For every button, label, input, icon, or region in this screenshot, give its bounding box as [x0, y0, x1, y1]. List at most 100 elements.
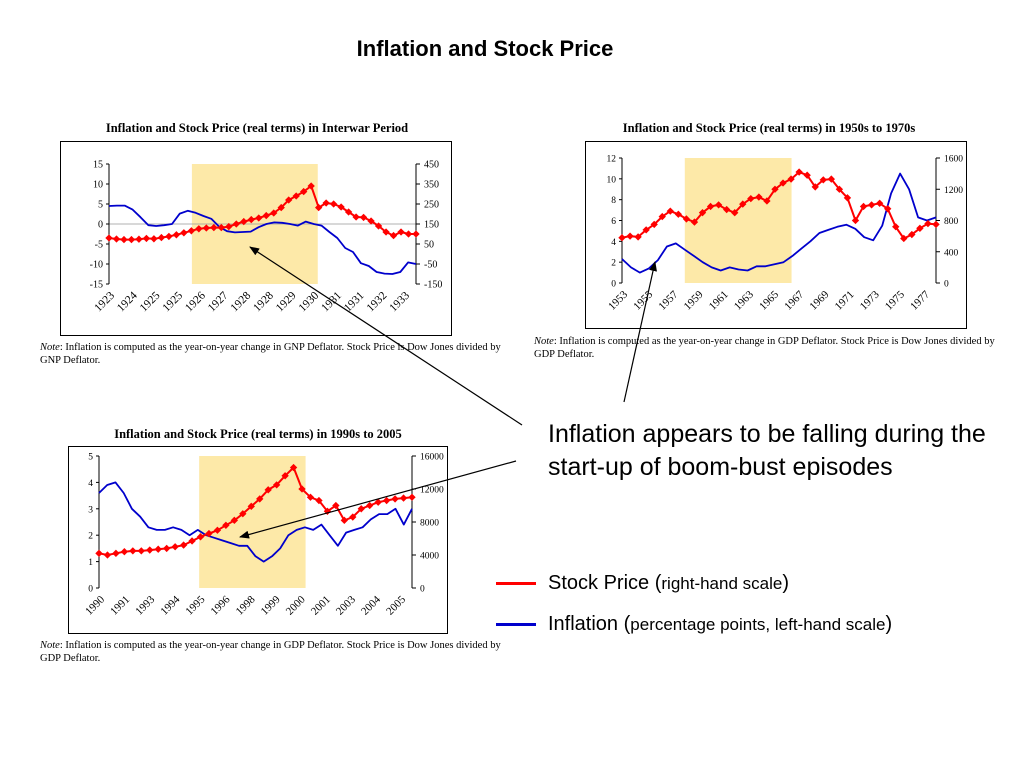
right-tick-label: 450 — [424, 160, 439, 171]
left-tick-label: 3 — [88, 505, 93, 515]
chart-2-note-text: : Inflation is computed as the year-on-y… — [534, 336, 995, 360]
stock-price-point — [408, 493, 416, 501]
x-tick-label: 1957 — [656, 288, 680, 312]
legend-inflation: Inflation (percentage points, left-hand … — [496, 611, 892, 637]
stock-price-point — [225, 222, 233, 231]
right-tick-label: 800 — [944, 217, 959, 227]
x-tick-label: 1961 — [707, 289, 731, 313]
x-tick-label: 1998 — [234, 593, 258, 617]
chart-1-note-label: Note — [40, 342, 60, 353]
chart-3-frame: 5 4 3 2 1 0 16000 12000 8000 4000 0 1990 1991 1993 199… — [68, 446, 448, 634]
legend-stock-price: Stock Price (right-hand scale) — [496, 570, 789, 596]
stock-price-point — [618, 234, 626, 242]
stock-price-point — [932, 220, 940, 229]
stock-price-point — [359, 213, 368, 222]
chart-3-note-text: : Inflation is computed as the year-on-y… — [40, 640, 501, 664]
x-tick-label: 1996 — [208, 593, 232, 617]
left-tick-label: 10 — [607, 175, 617, 185]
chart-2-note-label: Note — [534, 336, 554, 347]
legend-stock-swatch — [496, 581, 536, 585]
x-tick-label: 1999 — [259, 593, 283, 617]
stock-price-point — [137, 547, 145, 555]
x-tick-label: 1931 — [342, 289, 367, 314]
right-tick-label: 4000 — [420, 552, 439, 562]
stock-price-point — [120, 235, 128, 244]
stock-price-point — [165, 232, 173, 241]
left-tick-label: 10 — [93, 180, 103, 191]
x-tick-label: 1969 — [807, 288, 831, 312]
x-tick-label: 2001 — [309, 594, 333, 618]
chart-1-frame: 15 10 5 0 -5 -10 -15 450 350 250 150 50 -50 -150 1923 1… — [60, 141, 452, 336]
stock-price-point — [389, 231, 398, 240]
left-tick-label: -10 — [90, 260, 103, 271]
right-tick-label: -150 — [424, 280, 442, 291]
left-tick-label: 4 — [88, 479, 93, 489]
right-tick-label: 8000 — [420, 519, 439, 529]
x-tick-label: 1955 — [631, 288, 655, 312]
left-tick-label: 2 — [88, 532, 93, 542]
stock-price-point — [179, 541, 188, 549]
x-tick-label: 1994 — [158, 593, 182, 617]
left-tick-label: 0 — [611, 280, 616, 290]
x-tick-label: 1933 — [387, 289, 412, 314]
boom-period-shade — [199, 456, 306, 588]
x-tick-label: 2004 — [359, 593, 383, 617]
stock-price-point — [366, 501, 374, 510]
right-tick-label: 1600 — [944, 155, 963, 165]
chart-2-title: Inflation and Stock Price (real terms) i… — [622, 121, 916, 135]
right-tick-label: -50 — [424, 260, 437, 271]
x-tick-label: 1931 — [319, 289, 344, 314]
x-tick-label: 1967 — [782, 288, 806, 312]
x-tick-label: 1926 — [183, 289, 208, 314]
callout-text: Inflation appears to be falling during t… — [548, 420, 986, 481]
stock-price-point — [314, 203, 323, 212]
stock-price-point — [202, 224, 211, 232]
x-tick-label: 1965 — [757, 288, 781, 312]
stock-price-point — [399, 494, 408, 502]
stock-price-point — [232, 220, 240, 228]
x-tick-label: 1924 — [115, 289, 140, 314]
stock-price-point — [188, 537, 196, 545]
stock-price-point — [162, 544, 171, 553]
left-tick-label: 8 — [611, 196, 616, 206]
stock-price-point — [142, 234, 151, 243]
stock-price-point — [120, 548, 129, 556]
right-tick-label: 250 — [424, 200, 439, 211]
left-tick-label: 2 — [611, 259, 616, 269]
x-tick-label: 2003 — [334, 593, 358, 617]
legend-inflation-swatch — [496, 622, 536, 626]
stock-price-point — [626, 232, 634, 240]
stock-price-point — [300, 187, 308, 196]
stock-price-point — [105, 234, 113, 242]
stock-price-point — [135, 235, 143, 243]
left-tick-label: 15 — [93, 160, 103, 171]
x-tick-label: 1959 — [682, 288, 706, 312]
right-tick-label: 16000 — [420, 453, 444, 463]
stock-price-point — [412, 230, 420, 238]
chart-1-title: Inflation and Stock Price (real terms) i… — [105, 121, 409, 135]
x-tick-label: 1995 — [183, 593, 207, 617]
right-tick-label: 0 — [944, 280, 949, 290]
x-tick-label: 1929 — [274, 289, 299, 314]
stock-price-point — [763, 197, 771, 205]
stock-price-point — [382, 496, 391, 505]
legend-inflation-detail: percentage points, left-hand scale — [630, 614, 886, 634]
left-tick-label: -15 — [90, 280, 103, 291]
left-tick-label: 5 — [88, 453, 93, 463]
stock-price-point — [367, 217, 375, 225]
stock-price-point — [146, 546, 154, 554]
chart-3-title: Inflation and Stock Price (real terms) i… — [114, 427, 402, 441]
x-tick-label: 1971 — [833, 289, 857, 313]
right-tick-label: 12000 — [420, 486, 444, 496]
stock-price-point — [277, 203, 285, 212]
chart-3-note: Note: Inflation is computed as the year-… — [40, 640, 505, 665]
x-tick-label: 1923 — [92, 289, 117, 314]
legend-stock-detail: right-hand scale — [661, 573, 783, 593]
right-tick-label: 150 — [424, 220, 439, 231]
stock-price-point — [103, 551, 112, 559]
stock-price-point — [352, 213, 360, 221]
stock-price-line — [621, 171, 937, 240]
x-tick-label: 1993 — [133, 593, 157, 617]
right-tick-label: 1200 — [944, 186, 963, 196]
